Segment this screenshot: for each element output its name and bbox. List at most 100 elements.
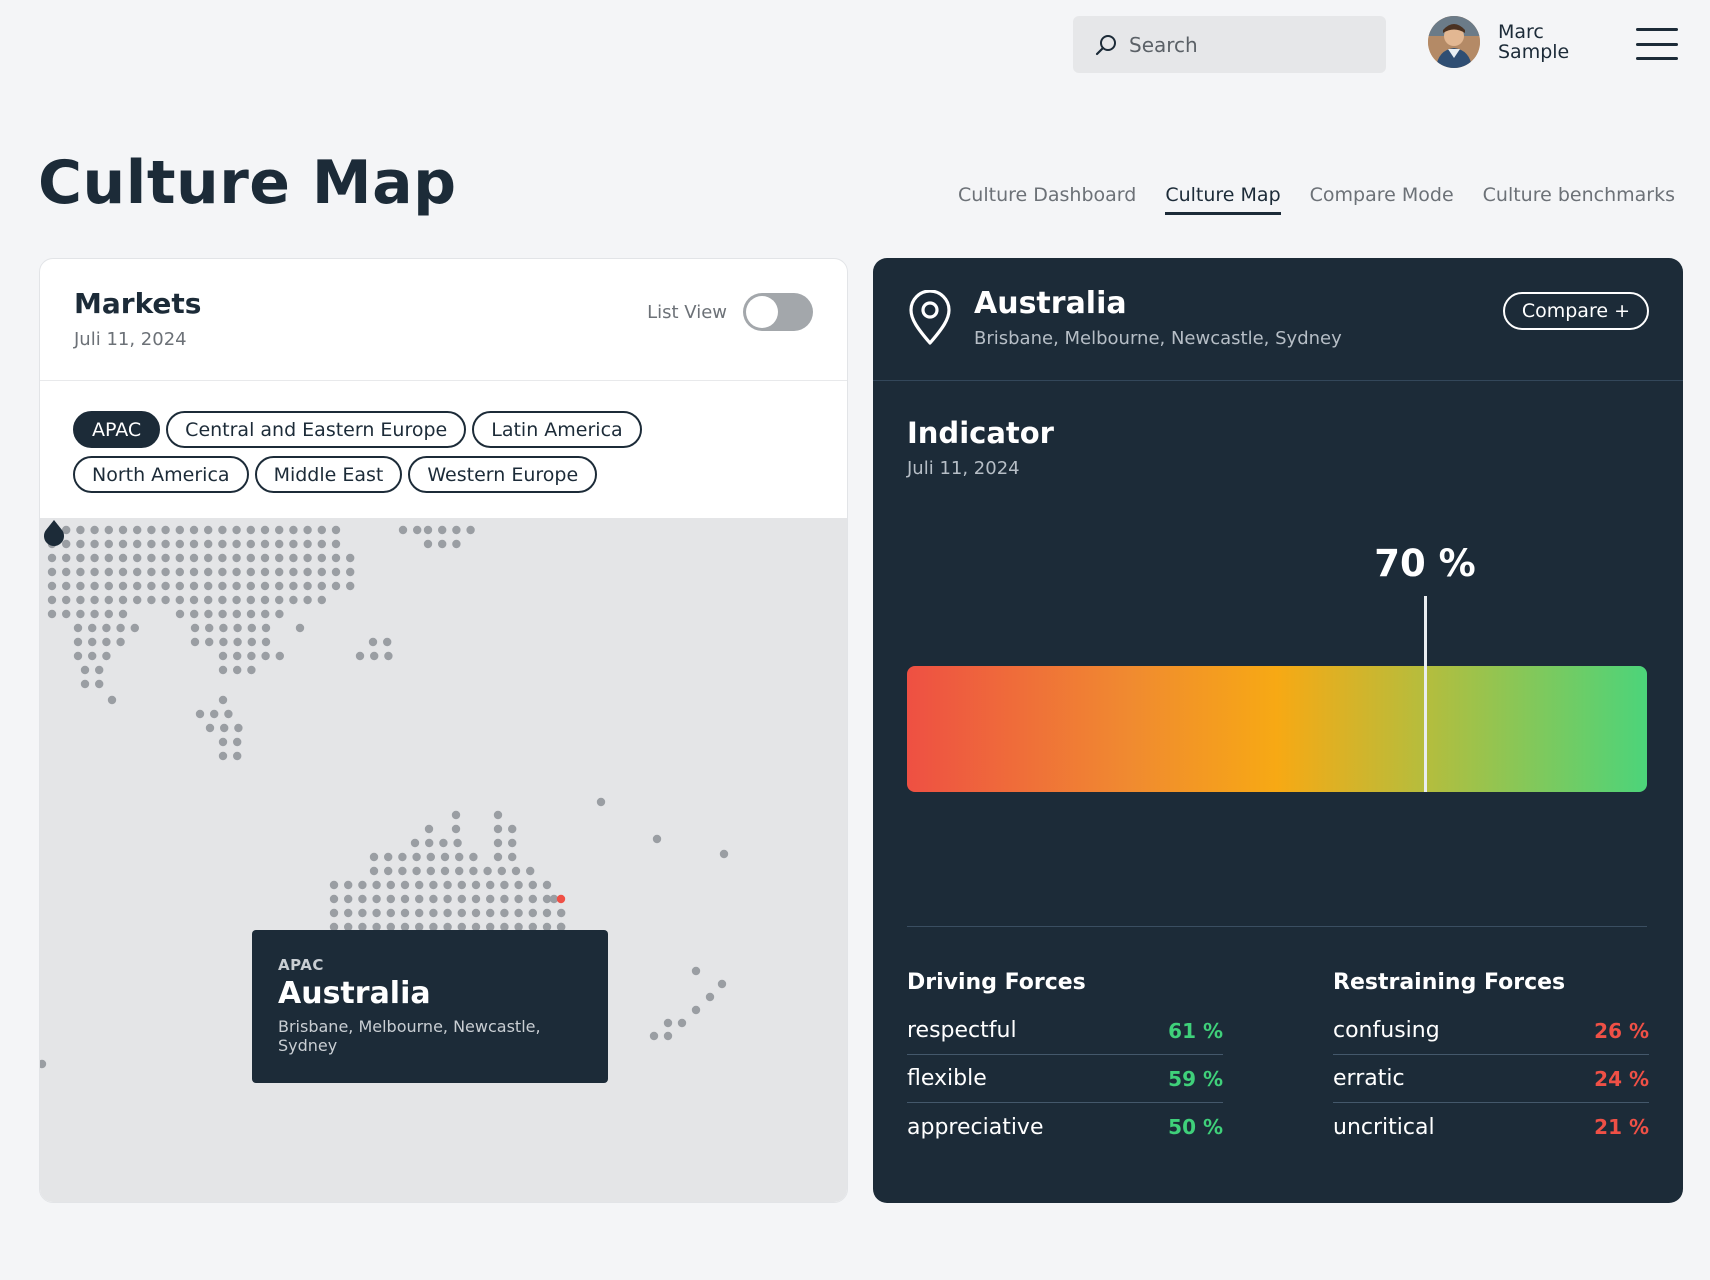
map-dot [400,922,410,932]
dot-map[interactable]: APAC Australia Brisbane, Melbourne, Newc… [40,518,848,1203]
map-dot [440,852,450,862]
markets-header: Markets Juli 11, 2024 List View [40,259,847,381]
force-name: confusing [1333,1018,1440,1043]
map-dot [40,1059,47,1069]
map-dot [76,595,85,605]
city-dot[interactable] [556,894,566,904]
tab-bar: Culture Dashboard Culture Map Compare Mo… [958,184,1675,215]
page-title: Culture Map [38,148,457,218]
map-dot [331,553,341,563]
region-chip-north-america[interactable]: North America [73,456,249,493]
map-dot [219,637,228,647]
map-dot [493,810,503,820]
map-dot [189,553,199,563]
map-dot [204,539,213,549]
map-dot [329,922,339,932]
driving-force-row: flexible 59 % [907,1055,1223,1103]
map-dot [295,623,305,633]
map-dot [95,665,104,675]
force-name: appreciative [907,1114,1044,1140]
map-dot [219,623,228,633]
map-dot [204,609,213,619]
map-dot [493,824,503,834]
indicator-date: Juli 11, 2024 [907,458,1020,479]
map-dot [649,1031,659,1041]
map-dot [246,609,256,619]
map-dot [102,637,111,647]
region-chip-central-eastern-europe[interactable]: Central and Eastern Europe [166,411,467,448]
map-pin-icon[interactable] [40,518,68,546]
map-dot [415,922,424,932]
tab-culture-benchmarks[interactable]: Culture benchmarks [1482,184,1675,206]
dot-map-canvas[interactable] [40,518,848,1203]
avatar[interactable] [1428,16,1480,68]
map-dot [47,581,57,591]
map-dot [47,567,57,577]
map-dot [232,581,241,591]
compare-button[interactable]: Compare + [1502,292,1649,330]
tab-culture-dashboard[interactable]: Culture Dashboard [958,184,1137,206]
map-dot [133,525,142,535]
map-dot [412,852,421,862]
region-chip-western-europe[interactable]: Western Europe [408,456,598,493]
map-dot [331,581,341,591]
map-dot [161,581,170,591]
map-dot [471,880,481,890]
map-dot [73,637,83,647]
map-dot [719,849,729,859]
map-dot [275,539,284,549]
map-dot [455,852,464,862]
map-dot [497,866,506,876]
indicator-gradient-bar [907,666,1647,792]
map-dot [329,908,339,918]
map-dot [528,894,537,904]
map-dot [369,866,379,876]
region-chip-middle-east[interactable]: Middle East [254,456,403,493]
map-dot [104,581,114,591]
search-input[interactable]: Search [1073,16,1386,73]
list-view-toggle[interactable] [743,293,813,331]
map-dot [438,525,447,535]
restraining-forces-title: Restraining Forces [1333,970,1566,995]
map-dot [469,852,478,862]
user-name[interactable]: Marc Sample [1498,21,1570,63]
map-dot [195,709,205,719]
map-dot [500,880,509,890]
map-dot [204,525,213,535]
map-dot [62,581,71,591]
force-value: 26 % [1594,1018,1649,1043]
map-dot [218,737,228,747]
region-chip-apac[interactable]: APAC [73,411,161,448]
map-dot [443,894,452,904]
map-dot [232,567,241,577]
map-dot [116,623,125,633]
map-dot [457,922,466,932]
map-dot [691,966,701,976]
map-dot [452,539,461,549]
map-dot [514,922,523,932]
tab-compare-mode[interactable]: Compare Mode [1309,184,1454,206]
map-dot [331,525,341,535]
tab-culture-map[interactable]: Culture Map [1165,184,1281,215]
map-dot [398,866,407,876]
map-dot [118,581,128,591]
tooltip-region: APAC [278,956,324,974]
map-dot [346,553,355,563]
map-dot [175,595,184,605]
map-dot [486,880,495,890]
map-dot [542,880,552,890]
map-dot [275,567,284,577]
map-dot [289,553,298,563]
map-dot [205,623,214,633]
map-dot [317,539,326,549]
menu-button[interactable] [1636,28,1678,60]
map-dot [483,866,492,876]
map-dot [429,922,438,932]
map-dot [452,525,461,535]
region-chip-latin-america[interactable]: Latin America [472,411,642,448]
map-dot [190,609,199,619]
map-dot [62,595,71,605]
force-name: uncritical [1333,1114,1435,1140]
indicator-title: Indicator [907,416,1054,450]
map-dot [440,866,450,876]
